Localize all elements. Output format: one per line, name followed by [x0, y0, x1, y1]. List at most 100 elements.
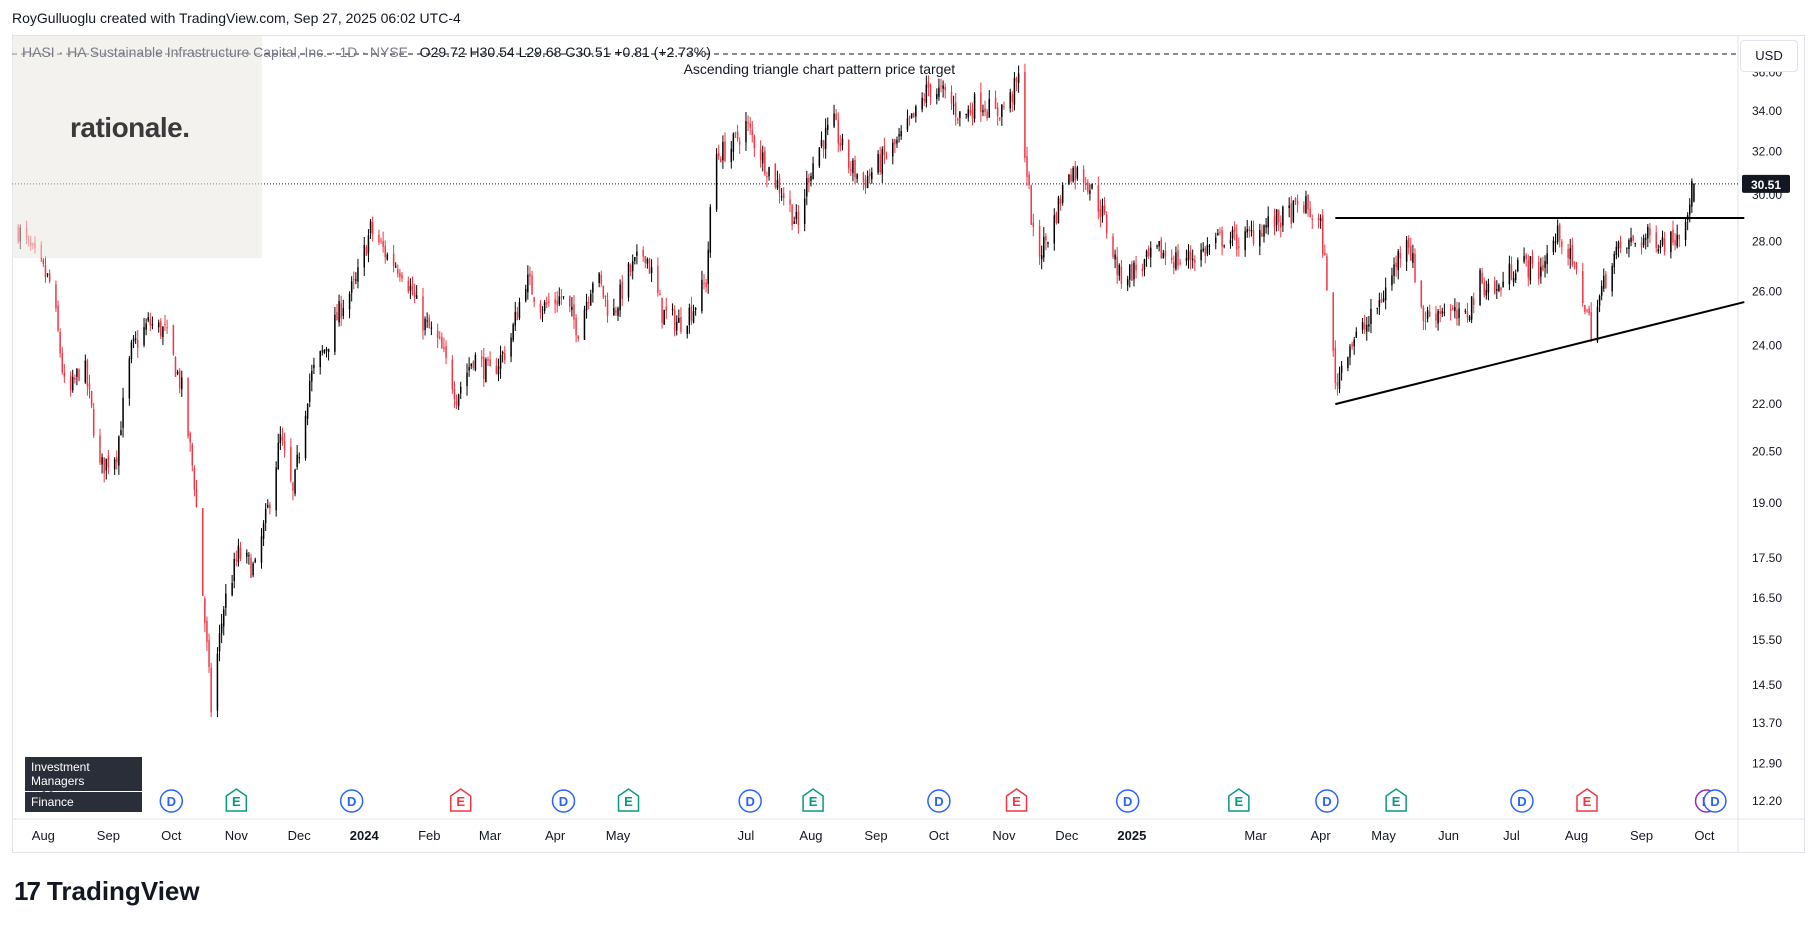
y-tick-label: 12.90 [1752, 757, 1782, 771]
candle-body [237, 545, 240, 563]
candle-body [927, 81, 930, 88]
candle-body [1103, 205, 1106, 214]
candle-body [1204, 247, 1207, 256]
x-tick-label: Jul [738, 828, 755, 843]
candle-body [806, 177, 808, 197]
candle-body [795, 211, 798, 219]
candle-body [1464, 310, 1467, 312]
candle-body [1544, 261, 1546, 268]
candle-body [63, 372, 66, 377]
tradingview-brand[interactable]: 17 TradingView [14, 876, 200, 907]
candle-body [485, 359, 487, 383]
candle-body [1493, 281, 1496, 294]
candle-body [399, 272, 401, 278]
x-tick-label: Nov [225, 828, 249, 843]
y-tick-label: 16.50 [1752, 591, 1782, 605]
y-tick-label: 34.00 [1752, 104, 1782, 118]
event-marker-label: E [1392, 794, 1401, 809]
candle-body [1355, 331, 1358, 338]
candle-body [839, 143, 842, 147]
candle-body [692, 311, 695, 323]
candle-body [1600, 286, 1603, 296]
candle-body [1250, 229, 1253, 232]
candle-body [1185, 258, 1188, 261]
candle-body [311, 370, 313, 382]
candle-body [1407, 238, 1410, 248]
currency-button[interactable]: USD [1740, 40, 1798, 72]
y-tick-label: 14.50 [1752, 678, 1782, 692]
close-value: 30.51 [575, 44, 611, 60]
candle-body [369, 221, 372, 234]
candle-body [676, 321, 678, 331]
sector-tag-sector[interactable]: Finance [25, 792, 142, 812]
candle-body [747, 122, 749, 124]
candle-body [1321, 215, 1324, 255]
candle-body [512, 324, 514, 341]
candle-body [1292, 200, 1295, 222]
candle-body [353, 279, 355, 281]
candle-body [172, 325, 175, 355]
candle-body [852, 160, 854, 174]
candle-body [1368, 324, 1370, 327]
candle-body [803, 198, 806, 225]
candle-body [715, 153, 718, 210]
tradingview-wordmark: TradingView [46, 876, 200, 906]
candle-body [1001, 104, 1003, 117]
support-trendline [1335, 301, 1745, 406]
candle-body [113, 459, 116, 470]
candle-body [453, 388, 456, 400]
candle-body [1259, 230, 1261, 247]
candle-body [1028, 174, 1030, 185]
candle-body [176, 371, 179, 374]
candle-body [1575, 262, 1578, 269]
candle-body [246, 552, 248, 557]
candle-body [1303, 205, 1305, 213]
candle-body [101, 457, 103, 465]
candle-body [1634, 243, 1636, 245]
candle-body [648, 258, 651, 274]
candle-body [378, 234, 380, 243]
candle-body [1191, 258, 1194, 261]
candle-body [1120, 266, 1123, 284]
candle-body [269, 504, 271, 509]
candle-body [1189, 252, 1192, 260]
sector-tag-industry[interactable]: Investment Managers [25, 757, 142, 791]
x-tick-label: Apr [1311, 828, 1332, 843]
candle-body [585, 301, 588, 311]
candle-body [1141, 268, 1144, 272]
candle-body [1353, 339, 1355, 347]
candle-body [776, 180, 779, 189]
candle-body [1317, 218, 1320, 221]
candle-body [952, 104, 955, 106]
candle-body [631, 261, 634, 272]
candle-body [925, 84, 928, 103]
candle-body [275, 467, 277, 511]
candle-body [443, 347, 445, 350]
candle-body [1684, 221, 1687, 241]
candle-body [864, 179, 867, 188]
candle-body [1074, 166, 1076, 181]
candle-body [1435, 313, 1437, 321]
high-label: H [469, 44, 480, 60]
candle-body [1588, 308, 1590, 314]
candle-body [281, 436, 284, 441]
candle-body [1089, 190, 1091, 194]
open-label: O [419, 44, 431, 60]
candle-body [774, 164, 777, 187]
candle-body [1366, 324, 1368, 332]
candle-body [877, 153, 879, 173]
candle-body [879, 154, 881, 173]
symbol-info-bar[interactable]: HASI · HA Sustainable Infrastructure Cap… [22, 44, 711, 60]
candle-body [942, 85, 944, 89]
candle-body [1319, 218, 1322, 221]
candle-body [325, 348, 328, 351]
candle-body [1523, 255, 1525, 262]
candle-body [193, 468, 196, 490]
event-marker-label: E [232, 794, 241, 809]
candle-body [1483, 282, 1485, 296]
candle-body [1642, 238, 1645, 245]
candle-body [321, 350, 324, 352]
candle-body [1133, 262, 1135, 280]
candle-body [105, 458, 108, 471]
